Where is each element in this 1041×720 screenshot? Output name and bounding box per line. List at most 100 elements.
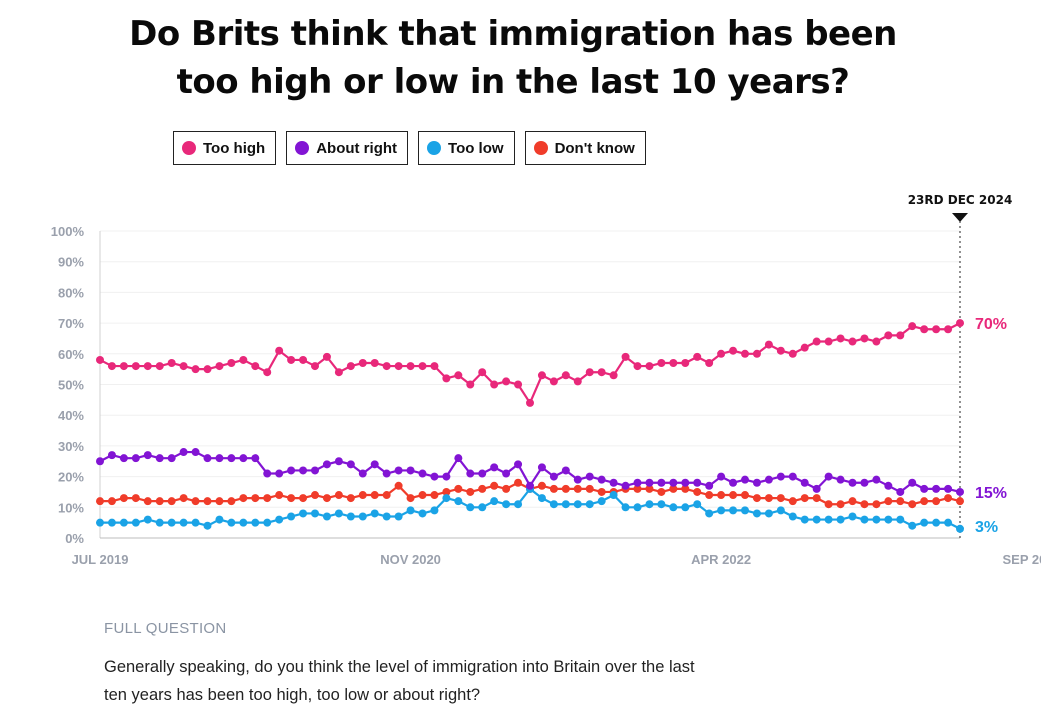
point-too-low-68 <box>908 521 917 530</box>
point-about-right-5 <box>155 454 164 463</box>
point-don-t-know-21 <box>346 494 355 503</box>
point-don-t-know-33 <box>490 481 499 490</box>
point-don-t-know-24 <box>382 491 391 500</box>
point-don-t-know-7 <box>179 494 188 503</box>
point-about-right-37 <box>537 463 546 472</box>
point-too-high-29 <box>442 374 451 383</box>
point-too-low-13 <box>251 518 260 527</box>
point-too-high-21 <box>346 362 355 371</box>
point-about-right-44 <box>621 481 630 490</box>
point-about-right-33 <box>490 463 499 472</box>
point-too-high-10 <box>215 362 224 371</box>
point-too-high-39 <box>561 371 570 380</box>
point-too-low-1 <box>107 518 116 527</box>
point-about-right-12 <box>239 454 248 463</box>
point-too-low-7 <box>179 518 188 527</box>
point-don-t-know-26 <box>406 494 415 503</box>
point-too-high-71 <box>944 325 953 334</box>
point-too-high-4 <box>143 362 152 371</box>
point-about-right-31 <box>466 469 475 478</box>
legend-label-about-right: About right <box>316 139 398 157</box>
point-about-right-72 <box>956 487 964 496</box>
legend-label-dont-know: Don't know <box>554 139 635 157</box>
point-too-high-49 <box>681 359 690 368</box>
point-about-right-29 <box>442 472 451 481</box>
legend-item-dont-know[interactable]: Don't know <box>524 131 646 165</box>
point-don-t-know-35 <box>514 478 523 487</box>
point-too-low-69 <box>920 518 929 527</box>
point-don-t-know-23 <box>370 491 379 500</box>
point-don-t-know-27 <box>418 491 427 500</box>
point-too-high-12 <box>239 355 248 364</box>
point-about-right-67 <box>896 487 905 496</box>
point-about-right-41 <box>585 472 594 481</box>
point-don-t-know-40 <box>573 484 582 493</box>
point-about-right-0 <box>96 457 104 466</box>
point-too-low-44 <box>621 503 630 512</box>
y-tick-label-0: 0% <box>65 531 84 546</box>
point-don-t-know-70 <box>932 497 941 506</box>
point-about-right-22 <box>358 469 367 478</box>
point-about-right-58 <box>788 472 797 481</box>
y-tick-label-100: 100% <box>51 224 85 239</box>
point-too-high-30 <box>454 371 463 380</box>
point-too-low-58 <box>788 512 797 521</box>
point-too-low-48 <box>669 503 678 512</box>
point-too-high-36 <box>526 398 534 407</box>
y-tick-label-30: 30% <box>58 439 84 454</box>
point-too-low-33 <box>490 497 499 506</box>
point-too-high-58 <box>788 349 797 358</box>
point-don-t-know-67 <box>896 497 905 506</box>
point-too-high-62 <box>836 334 845 343</box>
y-tick-label-20: 20% <box>58 470 84 485</box>
point-too-low-55 <box>752 509 761 518</box>
legend-item-too-low[interactable]: Too low <box>418 131 515 165</box>
point-don-t-know-51 <box>705 491 714 500</box>
point-too-low-49 <box>681 503 690 512</box>
point-don-t-know-25 <box>394 481 403 490</box>
point-about-right-39 <box>561 466 570 475</box>
point-don-t-know-22 <box>358 491 367 500</box>
point-too-high-6 <box>167 359 176 368</box>
y-tick-label-70: 70% <box>58 316 84 331</box>
point-too-low-66 <box>884 515 893 524</box>
point-about-right-45 <box>633 478 642 487</box>
point-too-high-32 <box>478 368 487 377</box>
point-too-low-57 <box>776 506 785 515</box>
point-about-right-16 <box>287 466 296 475</box>
x-tick-label-2: APR 2022 <box>691 552 751 567</box>
point-too-high-25 <box>394 362 403 371</box>
point-about-right-48 <box>669 478 678 487</box>
point-about-right-21 <box>346 460 355 469</box>
point-don-t-know-20 <box>334 491 343 500</box>
point-about-right-35 <box>514 460 523 469</box>
point-about-right-56 <box>764 475 773 484</box>
point-too-high-35 <box>514 380 523 389</box>
point-too-low-11 <box>227 518 236 527</box>
point-don-t-know-30 <box>454 484 463 493</box>
point-too-high-40 <box>573 377 582 386</box>
legend-item-too-high[interactable]: Too high <box>173 131 277 165</box>
point-about-right-61 <box>824 472 833 481</box>
point-too-low-64 <box>860 515 869 524</box>
point-too-low-14 <box>263 518 272 527</box>
point-don-t-know-60 <box>812 494 821 503</box>
point-about-right-28 <box>430 472 439 481</box>
point-too-low-18 <box>311 509 319 518</box>
point-don-t-know-19 <box>322 494 331 503</box>
point-about-right-23 <box>370 460 379 469</box>
point-too-high-23 <box>370 359 379 368</box>
point-too-low-0 <box>96 518 104 527</box>
point-too-high-27 <box>418 362 427 371</box>
point-don-t-know-16 <box>287 494 296 503</box>
point-too-high-15 <box>275 346 284 355</box>
point-too-high-7 <box>179 362 188 371</box>
legend-item-about-right[interactable]: About right <box>286 131 409 165</box>
point-too-high-16 <box>287 355 296 364</box>
point-don-t-know-64 <box>860 500 869 509</box>
point-too-low-71 <box>944 518 953 527</box>
point-about-right-14 <box>263 469 272 478</box>
point-don-t-know-69 <box>920 497 929 506</box>
point-too-low-22 <box>358 512 367 521</box>
y-tick-label-50: 50% <box>58 378 84 393</box>
